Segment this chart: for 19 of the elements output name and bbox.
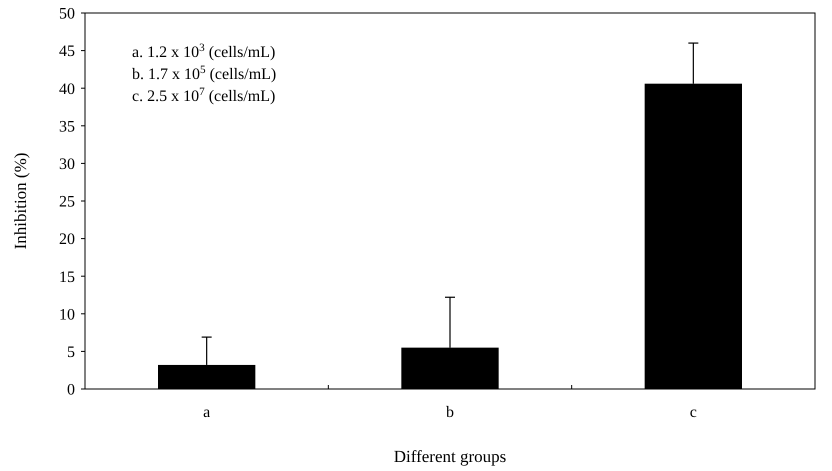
y-tick-label: 0 bbox=[67, 382, 75, 399]
x-tick-label: c bbox=[690, 404, 697, 421]
y-axis-title: Inhibition (%) bbox=[11, 152, 30, 250]
y-tick-label: 40 bbox=[59, 80, 75, 98]
x-axis-title: Different groups bbox=[394, 447, 506, 466]
annotation: a. 1.2 x 10$^{3}$ (cells/mL) bbox=[132, 42, 276, 61]
x-tick-label: b bbox=[446, 404, 454, 421]
y-tick-label: 30 bbox=[59, 156, 75, 173]
y-tick-label: 20 bbox=[59, 231, 75, 248]
x-tick-label: a bbox=[203, 404, 210, 421]
y-tick-label: 15 bbox=[59, 268, 75, 286]
y-tick-label: 10 bbox=[59, 306, 75, 324]
y-tick-label: 5 bbox=[67, 344, 75, 361]
y-tick-label: 35 bbox=[59, 118, 75, 136]
y-tick-label: 45 bbox=[59, 43, 75, 60]
annotation: b. 1.7 x 10$^{5}$ (cells/mL) bbox=[132, 64, 276, 83]
y-tick-label: 50 bbox=[59, 6, 75, 23]
annotation: c. 2.5 x 10$^{7}$ (cells/mL) bbox=[132, 86, 276, 105]
y-tick-label: 25 bbox=[59, 194, 75, 211]
